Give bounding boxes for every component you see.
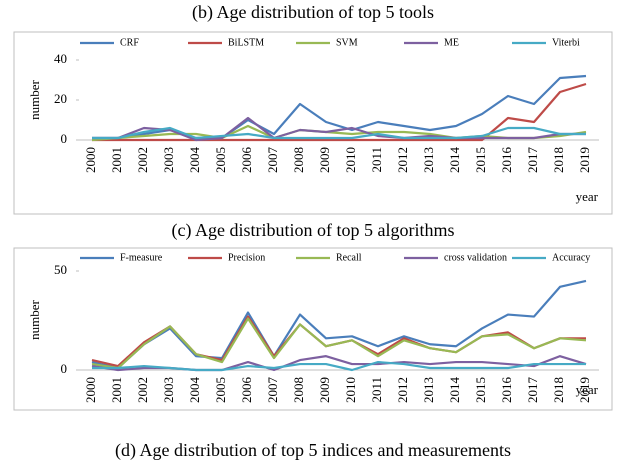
x-tick-label: 2003	[161, 377, 176, 403]
x-tick-label: 2011	[369, 147, 384, 173]
x-axis-label: year	[576, 382, 599, 397]
x-tick-label: 2014	[447, 147, 462, 174]
x-tick-label: 2002	[135, 377, 150, 403]
x-tick-label: 2013	[421, 377, 436, 403]
x-tick-label: 2008	[291, 147, 306, 173]
x-tick-label: 2003	[161, 147, 176, 173]
x-tick-label: 2001	[109, 147, 124, 173]
legend-label: Recall	[336, 252, 362, 263]
legend-label: Viterbi	[552, 37, 580, 48]
legend-label: F-measure	[120, 252, 163, 263]
x-tick-label: 2004	[187, 147, 202, 174]
x-tick-label: 2002	[135, 147, 150, 173]
x-tick-label: 2005	[213, 147, 228, 173]
y-tick-label: 40	[54, 51, 67, 66]
x-tick-label: 2018	[551, 147, 566, 173]
x-tick-label: 2014	[447, 377, 462, 404]
x-tick-label: 2007	[265, 377, 280, 404]
x-tick-label: 2012	[395, 147, 410, 173]
x-tick-label: 2008	[291, 377, 306, 403]
x-tick-label: 2019	[577, 147, 592, 173]
y-tick-label: 0	[61, 361, 68, 376]
x-tick-label: 2006	[239, 147, 254, 174]
x-tick-label: 2005	[213, 377, 228, 403]
legend-label: Precision	[228, 252, 265, 263]
chart-title: (c) Age distribution of top 5 algorithms	[172, 220, 455, 241]
x-tick-label: 2004	[187, 377, 202, 404]
series-line	[92, 126, 586, 140]
x-tick-label: 2011	[369, 377, 384, 403]
legend-label: BiLSTM	[228, 37, 264, 48]
x-tick-label: 2010	[343, 377, 358, 403]
x-tick-label: 2001	[109, 377, 124, 403]
x-tick-label: 2016	[499, 147, 514, 174]
x-axis-label: year	[576, 189, 599, 204]
x-tick-label: 2018	[551, 377, 566, 403]
y-axis-label: number	[27, 79, 42, 119]
x-tick-label: 2007	[265, 147, 280, 174]
series-line	[91, 315, 586, 368]
figure-caption: (d) Age distribution of top 5 indices an…	[115, 440, 511, 461]
x-tick-label: 2006	[239, 377, 254, 404]
legend-label: Accuracy	[552, 252, 590, 263]
x-tick-label: 2009	[317, 147, 332, 173]
series-line	[92, 360, 586, 372]
y-tick-label: 50	[54, 262, 67, 277]
x-tick-label: 2019	[577, 377, 592, 403]
legend-label: SVM	[336, 37, 358, 48]
x-tick-label: 2012	[395, 377, 410, 403]
series-line	[91, 279, 587, 370]
x-tick-label: 2017	[525, 147, 540, 174]
y-tick-label: 0	[61, 131, 68, 146]
legend-label: ME	[444, 37, 459, 48]
x-tick-label: 2010	[343, 147, 358, 173]
x-tick-label: 2013	[421, 147, 436, 173]
x-tick-label: 2000	[83, 147, 98, 173]
x-tick-label: 2015	[473, 377, 488, 403]
x-tick-label: 2016	[499, 377, 514, 404]
series-line	[92, 82, 587, 142]
x-tick-label: 2015	[473, 147, 488, 173]
chart-frame	[13, 31, 613, 215]
x-tick-label: 2017	[525, 377, 540, 404]
legend-label: cross validation	[444, 252, 507, 263]
legend-label: CRF	[120, 37, 139, 48]
chart-title: (b) Age distribution of top 5 tools	[192, 2, 434, 23]
x-tick-label: 2009	[317, 377, 332, 403]
y-axis-label: number	[27, 299, 42, 339]
series-line	[91, 317, 587, 370]
x-tick-label: 2000	[83, 377, 98, 403]
y-tick-label: 20	[54, 91, 67, 106]
series-line	[92, 116, 586, 142]
chart-frame	[13, 247, 613, 411]
